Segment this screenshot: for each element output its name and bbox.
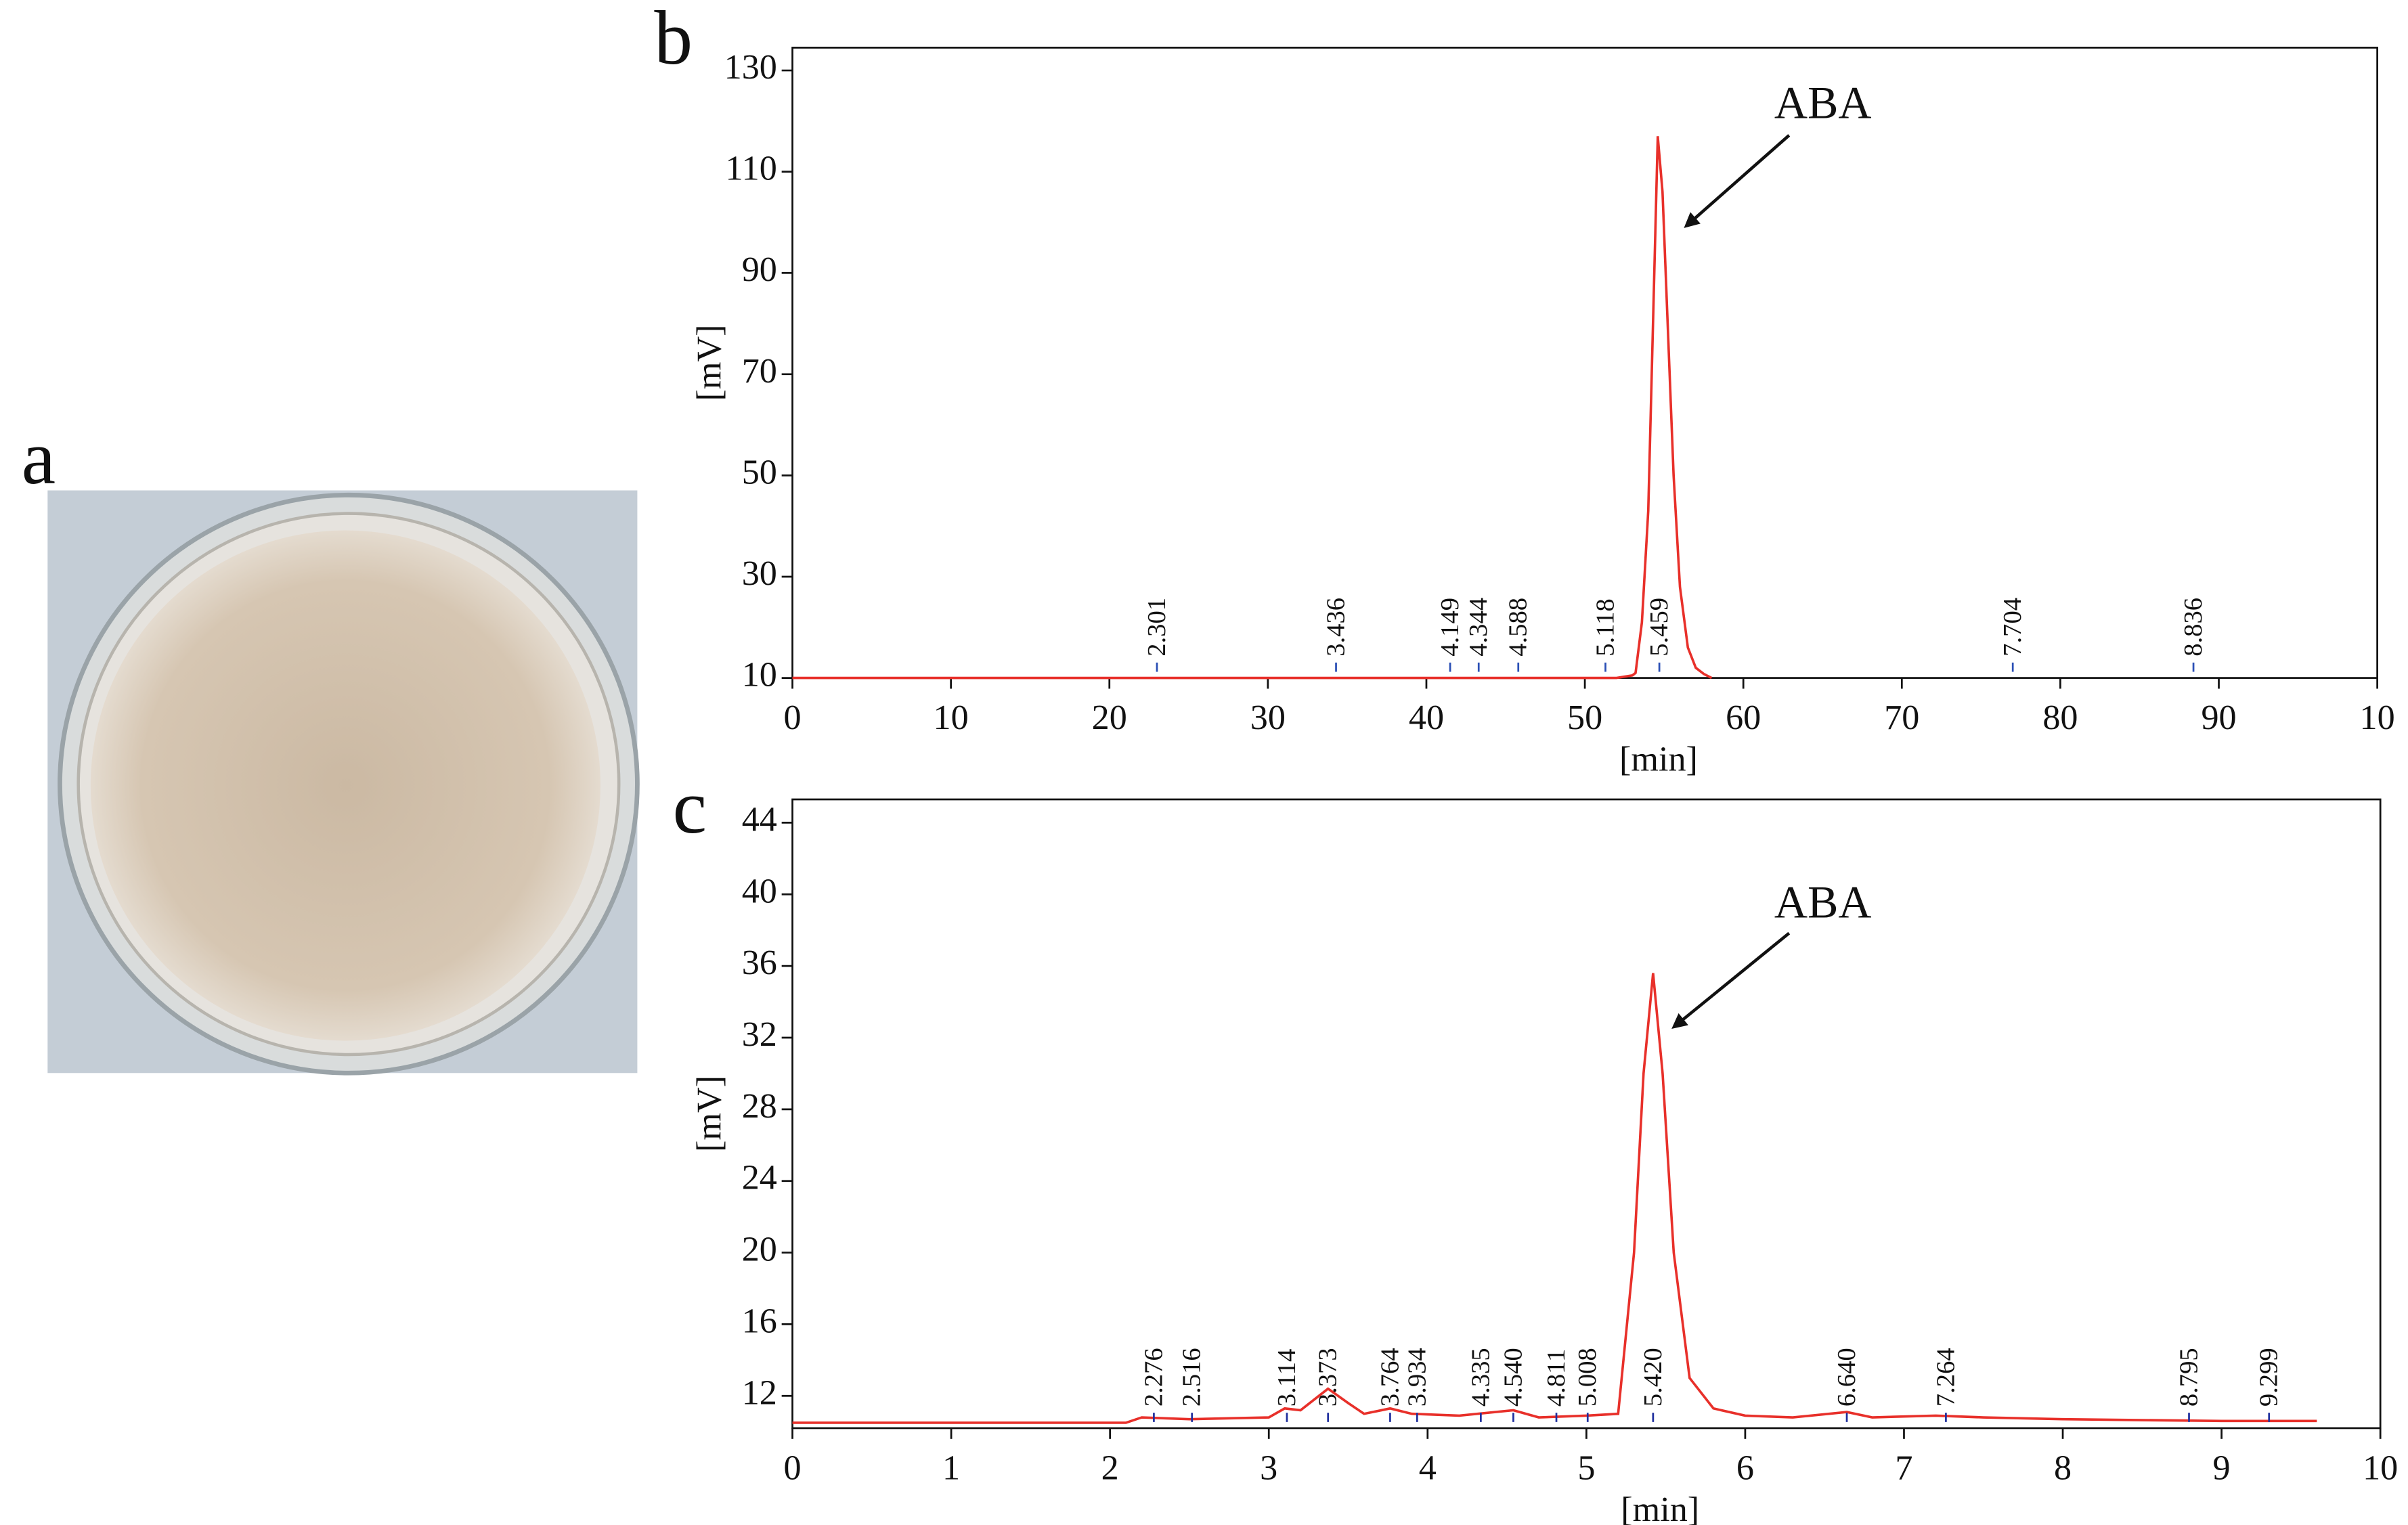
peak-label: 2.301 [1143,598,1171,657]
x-tick-label: 9 [2213,1448,2231,1487]
peak-label: 4.811 [1542,1349,1571,1407]
y-tick-label: 30 [742,554,777,593]
x-tick-label: 0 [784,1448,802,1487]
y-axis-label: [mV] [690,1076,729,1152]
y-tick-label: 12 [742,1373,777,1412]
y-tick-label: 28 [742,1086,777,1126]
x-tick-label: 70 [1884,698,1919,737]
x-axis-label: [min] [1621,1490,1699,1525]
y-tick-label: 32 [742,1015,777,1054]
annotation: ABA [1774,77,1872,129]
y-tick-label: 90 [742,250,777,289]
x-tick-label: 8 [2054,1448,2072,1487]
x-tick-label: 1 [942,1448,960,1487]
x-tick-label: 50 [1567,698,1602,737]
y-tick-label: 16 [742,1301,777,1340]
x-tick-label: 30 [1250,698,1286,737]
x-tick-label: 90 [2201,698,2236,737]
y-tick-label: 50 [742,452,777,491]
x-tick-label: 10 [2363,1448,2398,1487]
peak-label: 7.704 [1998,598,2027,657]
plot-frame [791,47,2378,679]
photo [47,490,640,1076]
annotation: ABA [1774,877,1872,928]
panel-label: b [654,0,693,81]
trace [792,136,1713,680]
y-tick-label: 44 [742,799,777,839]
x-axis-label: [min] [1619,739,1698,778]
y-tick-label: 20 [742,1230,777,1269]
peak-label: 5.008 [1573,1348,1602,1407]
peak-label: 4.335 [1466,1348,1495,1407]
x-tick-label: 40 [1409,698,1444,737]
peak-label: 4.588 [1504,598,1533,657]
peak-label: 4.540 [1499,1348,1527,1407]
peak-label: 3.373 [1314,1348,1342,1407]
y-axis-label: [mV] [690,324,729,401]
fungal-colony [90,530,600,1041]
peak-label: 9.299 [2255,1348,2283,1407]
peak-label: 6.640 [1833,1348,1861,1407]
chart: 0 10 20 30 40 50 60 70 80 90 101030507090110130[mi… [690,47,2395,778]
peak-label: 7.264 [1931,1348,1960,1407]
peak-label: 4.149 [1436,598,1464,657]
annotation-arrow [1671,931,1791,1030]
x-tick-label: 3 [1260,1448,1277,1487]
x-tick-label: 7 [1895,1448,1912,1487]
peak-label: 2.516 [1178,1348,1206,1407]
trace [792,973,2317,1424]
chart: 0 1 2 3 4 5 6 7 8 9 10121620242832364044[min][mV]2… [690,798,2398,1525]
peak-label: 8.836 [2179,598,2208,657]
panel-label: a [22,415,56,500]
y-tick-label: 40 [742,871,777,910]
x-tick-label: 0 [784,698,802,737]
plot-frame [791,798,2382,1430]
x-tick-label: 10 [2360,698,2395,737]
y-tick-label: 10 [742,655,777,694]
peak-label: 8.795 [2175,1348,2204,1407]
peak-label: 2.276 [1139,1348,1168,1407]
annotation-arrow [1684,134,1791,228]
x-tick-label: 2 [1101,1448,1119,1487]
x-tick-label: 20 [1092,698,1127,737]
peak-label: 3.114 [1273,1349,1301,1407]
peak-label: 3.436 [1322,598,1351,657]
peak-label: 3.764 [1376,1348,1404,1407]
x-tick-label: 6 [1736,1448,1754,1487]
peak-label: 5.420 [1639,1348,1667,1407]
x-tick-label: 5 [1577,1448,1595,1487]
peak-label: 3.934 [1403,1348,1431,1407]
x-tick-label: 10 [934,698,969,737]
x-tick-label: 4 [1419,1448,1437,1487]
y-tick-label: 36 [742,943,777,982]
y-tick-label: 24 [742,1158,777,1197]
y-tick-label: 70 [742,351,777,391]
y-tick-label: 130 [724,47,777,87]
y-tick-label: 110 [726,149,777,188]
peak-label: 5.118 [1592,598,1620,656]
peak-label: 5.459 [1645,598,1673,657]
x-tick-label: 60 [1726,698,1761,737]
x-tick-label: 80 [2042,698,2078,737]
peak-label: 4.344 [1464,598,1493,657]
panel-label: c [673,764,707,849]
